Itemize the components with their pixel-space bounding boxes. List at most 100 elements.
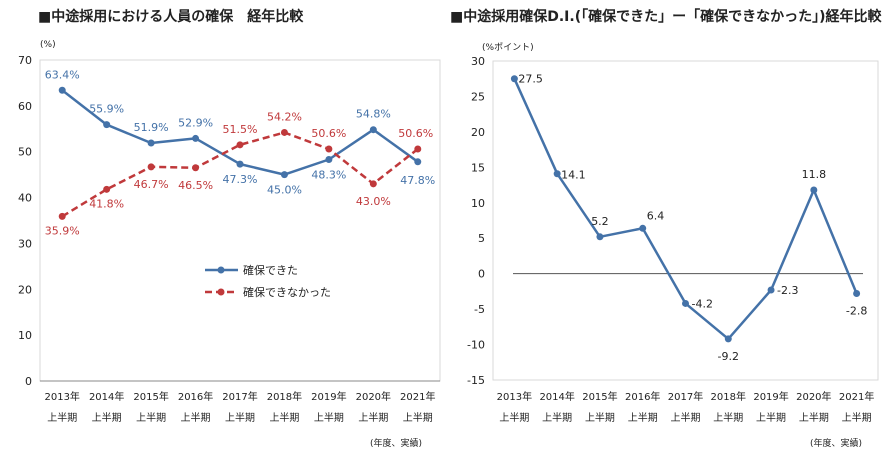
chart2-y-tick-label: 10 bbox=[471, 197, 485, 210]
chart2-x-tick-label: 2013年 bbox=[497, 390, 532, 403]
chart1-legend-label-1: 確保できた bbox=[243, 263, 298, 277]
chart2-x-tick-sublabel: 上半期 bbox=[799, 411, 829, 424]
chart2-x-tick-label: 2017年 bbox=[668, 390, 703, 403]
chart1-series-1-data-label: 63.4% bbox=[45, 68, 80, 81]
chart1-x-tick-label: 2015年 bbox=[133, 390, 168, 403]
chart2-y-tick-label: 30 bbox=[471, 55, 485, 68]
chart2-series-1-point bbox=[596, 233, 604, 241]
chart1-series-2-point bbox=[414, 145, 422, 153]
chart1-series-1-point bbox=[369, 126, 377, 134]
chart2-x-tick-label: 2018年 bbox=[711, 390, 746, 403]
chart1-series-2-data-label: 50.6% bbox=[311, 127, 346, 140]
chart1-series-1-point bbox=[280, 171, 288, 179]
chart1-series-2-point bbox=[369, 180, 377, 188]
chart2-series-1-data-label: -2.8 bbox=[846, 305, 867, 318]
chart1-y-tick-label: 0 bbox=[25, 375, 32, 388]
chart1-x-tick-sublabel: 上半期 bbox=[225, 411, 255, 424]
chart1-x-tick-label: 2014年 bbox=[89, 390, 124, 403]
chart1-series-2-data-label: 46.7% bbox=[134, 178, 169, 191]
chart2-y-tick-label: 15 bbox=[471, 161, 485, 174]
chart2-series-1-data-label: 27.5 bbox=[518, 73, 543, 86]
chart2-x-tick-sublabel: 上半期 bbox=[499, 411, 529, 424]
chart2-series-1-point bbox=[682, 299, 689, 307]
chart2-y-tick-label: -15 bbox=[467, 374, 485, 387]
chart1-legend-label-2: 確保できなかった bbox=[243, 285, 331, 299]
chart1-title: ■中途採用における人員の確保 経年比較 bbox=[38, 9, 304, 25]
chart1-x-tick-sublabel: 上半期 bbox=[403, 411, 433, 424]
chart1-series-2-data-label: 54.2% bbox=[267, 110, 302, 123]
chart1-x-tick-sublabel: 上半期 bbox=[92, 411, 122, 424]
chart2-x-tick-label: 2014年 bbox=[539, 390, 574, 403]
chart1-y-tick-label: 70 bbox=[18, 54, 32, 67]
chart1-series-1-point bbox=[147, 139, 155, 147]
chart1-legend-marker-2 bbox=[217, 288, 225, 296]
chart1-y-tick-label: 30 bbox=[18, 237, 32, 250]
chart1-series-2-data-label: 43.0% bbox=[356, 195, 391, 208]
chart2-series-1-point bbox=[639, 224, 647, 232]
chart1-x-tick-label: 2020年 bbox=[356, 390, 391, 403]
chart2-y-tick-label: 5 bbox=[478, 232, 485, 245]
chart1-x-tick-label: 2018年 bbox=[267, 390, 302, 403]
chart1-x-tick-label: 2021年 bbox=[400, 390, 435, 403]
chart1-series-2-point bbox=[147, 163, 155, 171]
chart1-x-tick-label: 2017年 bbox=[222, 390, 257, 403]
chart1-x-tick-sublabel: 上半期 bbox=[136, 411, 166, 424]
chart1-x-tick-sublabel: 上半期 bbox=[314, 411, 344, 424]
chart1-series-1-data-label: 52.9% bbox=[178, 116, 213, 129]
chart2-y-tick-label: -10 bbox=[467, 339, 485, 352]
chart2-series-1-point bbox=[510, 75, 518, 83]
chart2-series-1-data-label: -2.3 bbox=[777, 284, 798, 297]
chart1-series-1-data-label: 47.8% bbox=[400, 174, 435, 187]
chart2-x-tick-sublabel: 上半期 bbox=[756, 411, 786, 424]
chart1-series-1-point bbox=[236, 160, 244, 168]
chart1-series-1-data-label: 55.9% bbox=[89, 103, 124, 116]
chart2-x-tick-sublabel: 上半期 bbox=[542, 411, 572, 424]
chart2-unit-label: (%ポイント) bbox=[482, 43, 534, 53]
chart1-series-2-data-label: 41.8% bbox=[89, 197, 124, 210]
chart1-series-2-line bbox=[61, 131, 419, 218]
chart2-x-tick-sublabel: 上半期 bbox=[671, 411, 701, 424]
chart1-series-1-data-label: 45.0% bbox=[267, 184, 302, 197]
chart2-series-1-point bbox=[810, 186, 818, 194]
chart2-note: (年度、実績) bbox=[810, 439, 863, 449]
chart1-series-1-data-label: 48.3% bbox=[311, 169, 346, 182]
chart1-series-2-data-label: 51.5% bbox=[223, 123, 258, 136]
chart2-x-tick-sublabel: 上半期 bbox=[842, 411, 872, 424]
chart1-series-2-point bbox=[236, 141, 244, 149]
chart2-y-tick-label: 20 bbox=[471, 126, 485, 139]
chart1-y-tick-label: 60 bbox=[18, 100, 32, 113]
chart2-y-tick-label: 0 bbox=[478, 268, 485, 281]
chart1-series-2-data-label: 35.9% bbox=[45, 224, 80, 237]
chart1-series-1-point bbox=[103, 121, 111, 129]
chart2-series-1-data-label: 5.2 bbox=[591, 215, 609, 228]
chart2-y-tick-label: 25 bbox=[471, 90, 485, 103]
chart1-series-1-point bbox=[325, 156, 333, 164]
chart2-series-1-data-label: 14.1 bbox=[561, 169, 586, 182]
chart1-series-1-data-label: 51.9% bbox=[134, 121, 169, 134]
chart1-series-2-data-label: 50.6% bbox=[398, 127, 433, 140]
chart1-series-1-point bbox=[192, 134, 200, 142]
chart1-series-2-point bbox=[58, 212, 66, 220]
chart1-series-2-data-label: 46.5% bbox=[178, 179, 213, 192]
chart2-series-1-data-label: -9.2 bbox=[718, 350, 739, 363]
chart2-x-tick-sublabel: 上半期 bbox=[585, 411, 615, 424]
chart2-series-1-data-label: 6.4 bbox=[647, 209, 665, 222]
chart2-x-tick-label: 2019年 bbox=[753, 390, 788, 403]
chart1-x-tick-sublabel: 上半期 bbox=[358, 411, 388, 424]
chart2-series-1-data-label: 11.8 bbox=[802, 168, 827, 181]
chart1-legend-marker-1 bbox=[217, 266, 225, 274]
chart2-series-1-line bbox=[513, 78, 858, 341]
chart2-series-1-point bbox=[553, 170, 561, 178]
chart2-series-1-point bbox=[724, 335, 732, 343]
chart2-x-tick-label: 2020年 bbox=[796, 390, 831, 403]
chart2-series-1-point bbox=[767, 286, 775, 294]
chart2-x-tick-sublabel: 上半期 bbox=[713, 411, 743, 424]
chart2-x-tick-label: 2015年 bbox=[582, 390, 617, 403]
chart2-x-tick-label: 2021年 bbox=[839, 390, 874, 403]
chart1-series-2-point bbox=[192, 164, 200, 172]
chart1-series-1-data-label: 54.8% bbox=[356, 108, 391, 121]
chart1-x-tick-sublabel: 上半期 bbox=[181, 411, 211, 424]
chart1-x-tick-sublabel: 上半期 bbox=[269, 411, 299, 424]
chart1-series-2-point bbox=[103, 185, 111, 193]
